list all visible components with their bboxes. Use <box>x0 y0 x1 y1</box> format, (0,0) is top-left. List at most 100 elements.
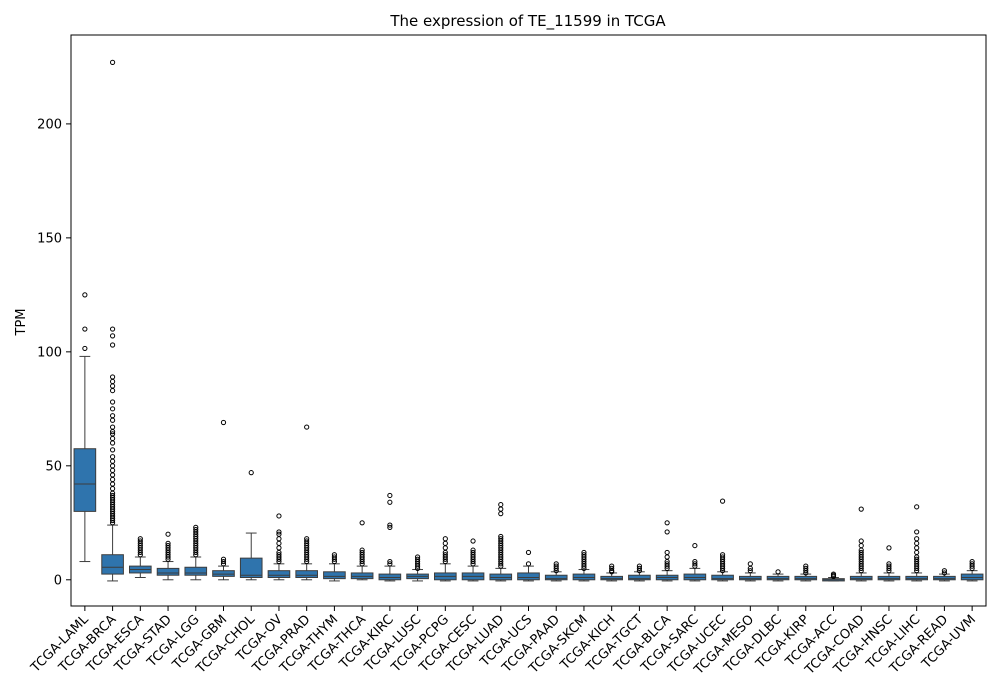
outlier-point <box>109 383 116 389</box>
outlier-point <box>414 554 421 560</box>
axes-frame <box>70 34 987 607</box>
iqr-box <box>212 570 235 577</box>
outlier-point <box>109 406 116 412</box>
outlier-point <box>82 292 88 298</box>
outlier-point <box>914 529 920 535</box>
outlier-point <box>664 549 670 556</box>
iqr-box <box>517 572 540 581</box>
outlier-point <box>442 540 448 546</box>
outlier-point <box>220 556 227 562</box>
outlier-point <box>498 501 504 508</box>
iqr-box <box>489 573 513 581</box>
iqr-box <box>156 567 180 576</box>
outlier-point <box>664 520 670 526</box>
iqr-box <box>739 575 762 581</box>
outlier-point <box>109 387 116 394</box>
outlier-point <box>692 558 698 565</box>
outlier-point <box>359 547 365 553</box>
outlier-point <box>220 558 227 565</box>
outlier-point <box>914 549 920 556</box>
outlier-point <box>109 440 116 446</box>
outlier-point <box>914 536 920 542</box>
outlier-point <box>109 467 116 473</box>
outlier-point <box>387 492 393 499</box>
iqr-box <box>101 554 124 575</box>
chart-title: The expression of TE_11599 in TCGA <box>389 12 666 31</box>
outlier-point <box>109 399 116 405</box>
outlier-point <box>109 472 116 478</box>
outlier-point <box>165 542 171 549</box>
outlier-point <box>109 326 116 332</box>
outlier-point <box>304 536 310 542</box>
iqr-box <box>350 572 374 580</box>
outlier-point <box>359 520 365 526</box>
y-axis-label: TPM <box>14 309 29 337</box>
outlier-point <box>276 529 282 535</box>
iqr-box <box>766 575 790 581</box>
outlier-point <box>109 492 116 499</box>
outlier-point <box>498 511 504 517</box>
outlier-point <box>276 536 282 542</box>
outlier-point <box>276 545 282 551</box>
outlier-point <box>387 522 393 528</box>
outlier-point <box>581 549 587 556</box>
outlier-point <box>858 549 864 556</box>
outlier-point <box>914 545 920 551</box>
outlier-point <box>387 558 393 565</box>
iqr-box <box>600 575 623 581</box>
outlier-point <box>304 538 310 544</box>
outlier-point <box>331 552 338 558</box>
outlier-point <box>109 342 116 348</box>
outlier-point <box>553 563 559 569</box>
outlier-point <box>109 59 116 65</box>
outlier-point <box>82 345 88 352</box>
outlier-point <box>830 571 837 577</box>
outlier-point <box>109 378 116 385</box>
outlier-point <box>941 570 948 576</box>
iqr-box <box>905 575 928 581</box>
outlier-point <box>858 506 864 512</box>
outlier-point <box>664 561 670 567</box>
outlier-point <box>165 540 171 546</box>
outlier-point <box>276 531 282 537</box>
plot-area: 050100150200TCGA-LAMLTCGA-BRCATCGA-ESCAT… <box>28 59 984 678</box>
outlier-point <box>525 561 532 567</box>
outlier-point <box>636 565 643 571</box>
outlier-point <box>692 542 698 549</box>
outlier-point <box>886 563 892 569</box>
outlier-point <box>719 498 726 504</box>
outlier-point <box>193 524 199 530</box>
iqr-box <box>877 575 901 581</box>
outlier-point <box>387 524 393 530</box>
iqr-box <box>323 571 346 580</box>
outlier-point <box>331 554 338 560</box>
outlier-point <box>664 554 670 560</box>
outlier-point <box>969 558 975 565</box>
iqr-box <box>184 566 208 576</box>
outlier-point <box>498 536 504 542</box>
iqr-box <box>794 575 818 581</box>
outlier-point <box>109 454 116 460</box>
outlier-point <box>276 552 282 558</box>
outlier-point <box>109 413 116 419</box>
iqr-box <box>544 574 568 581</box>
outlier-point <box>137 536 143 542</box>
outlier-point <box>775 569 781 575</box>
outlier-point <box>109 333 116 339</box>
outlier-point <box>442 536 448 542</box>
outlier-point <box>165 531 171 537</box>
outlier-point <box>498 506 504 512</box>
outlier-point <box>747 561 753 567</box>
outlier-point <box>109 458 116 464</box>
outlier-point <box>719 552 726 558</box>
y-tick-label: 150 <box>37 231 62 246</box>
outlier-point <box>470 549 476 556</box>
outlier-point <box>304 424 310 430</box>
outlier-point <box>109 476 116 483</box>
outlier-point <box>442 545 448 551</box>
iqr-box <box>572 573 596 581</box>
iqr-box <box>683 573 707 581</box>
outlier-point <box>553 561 559 567</box>
outlier-point <box>193 527 199 533</box>
